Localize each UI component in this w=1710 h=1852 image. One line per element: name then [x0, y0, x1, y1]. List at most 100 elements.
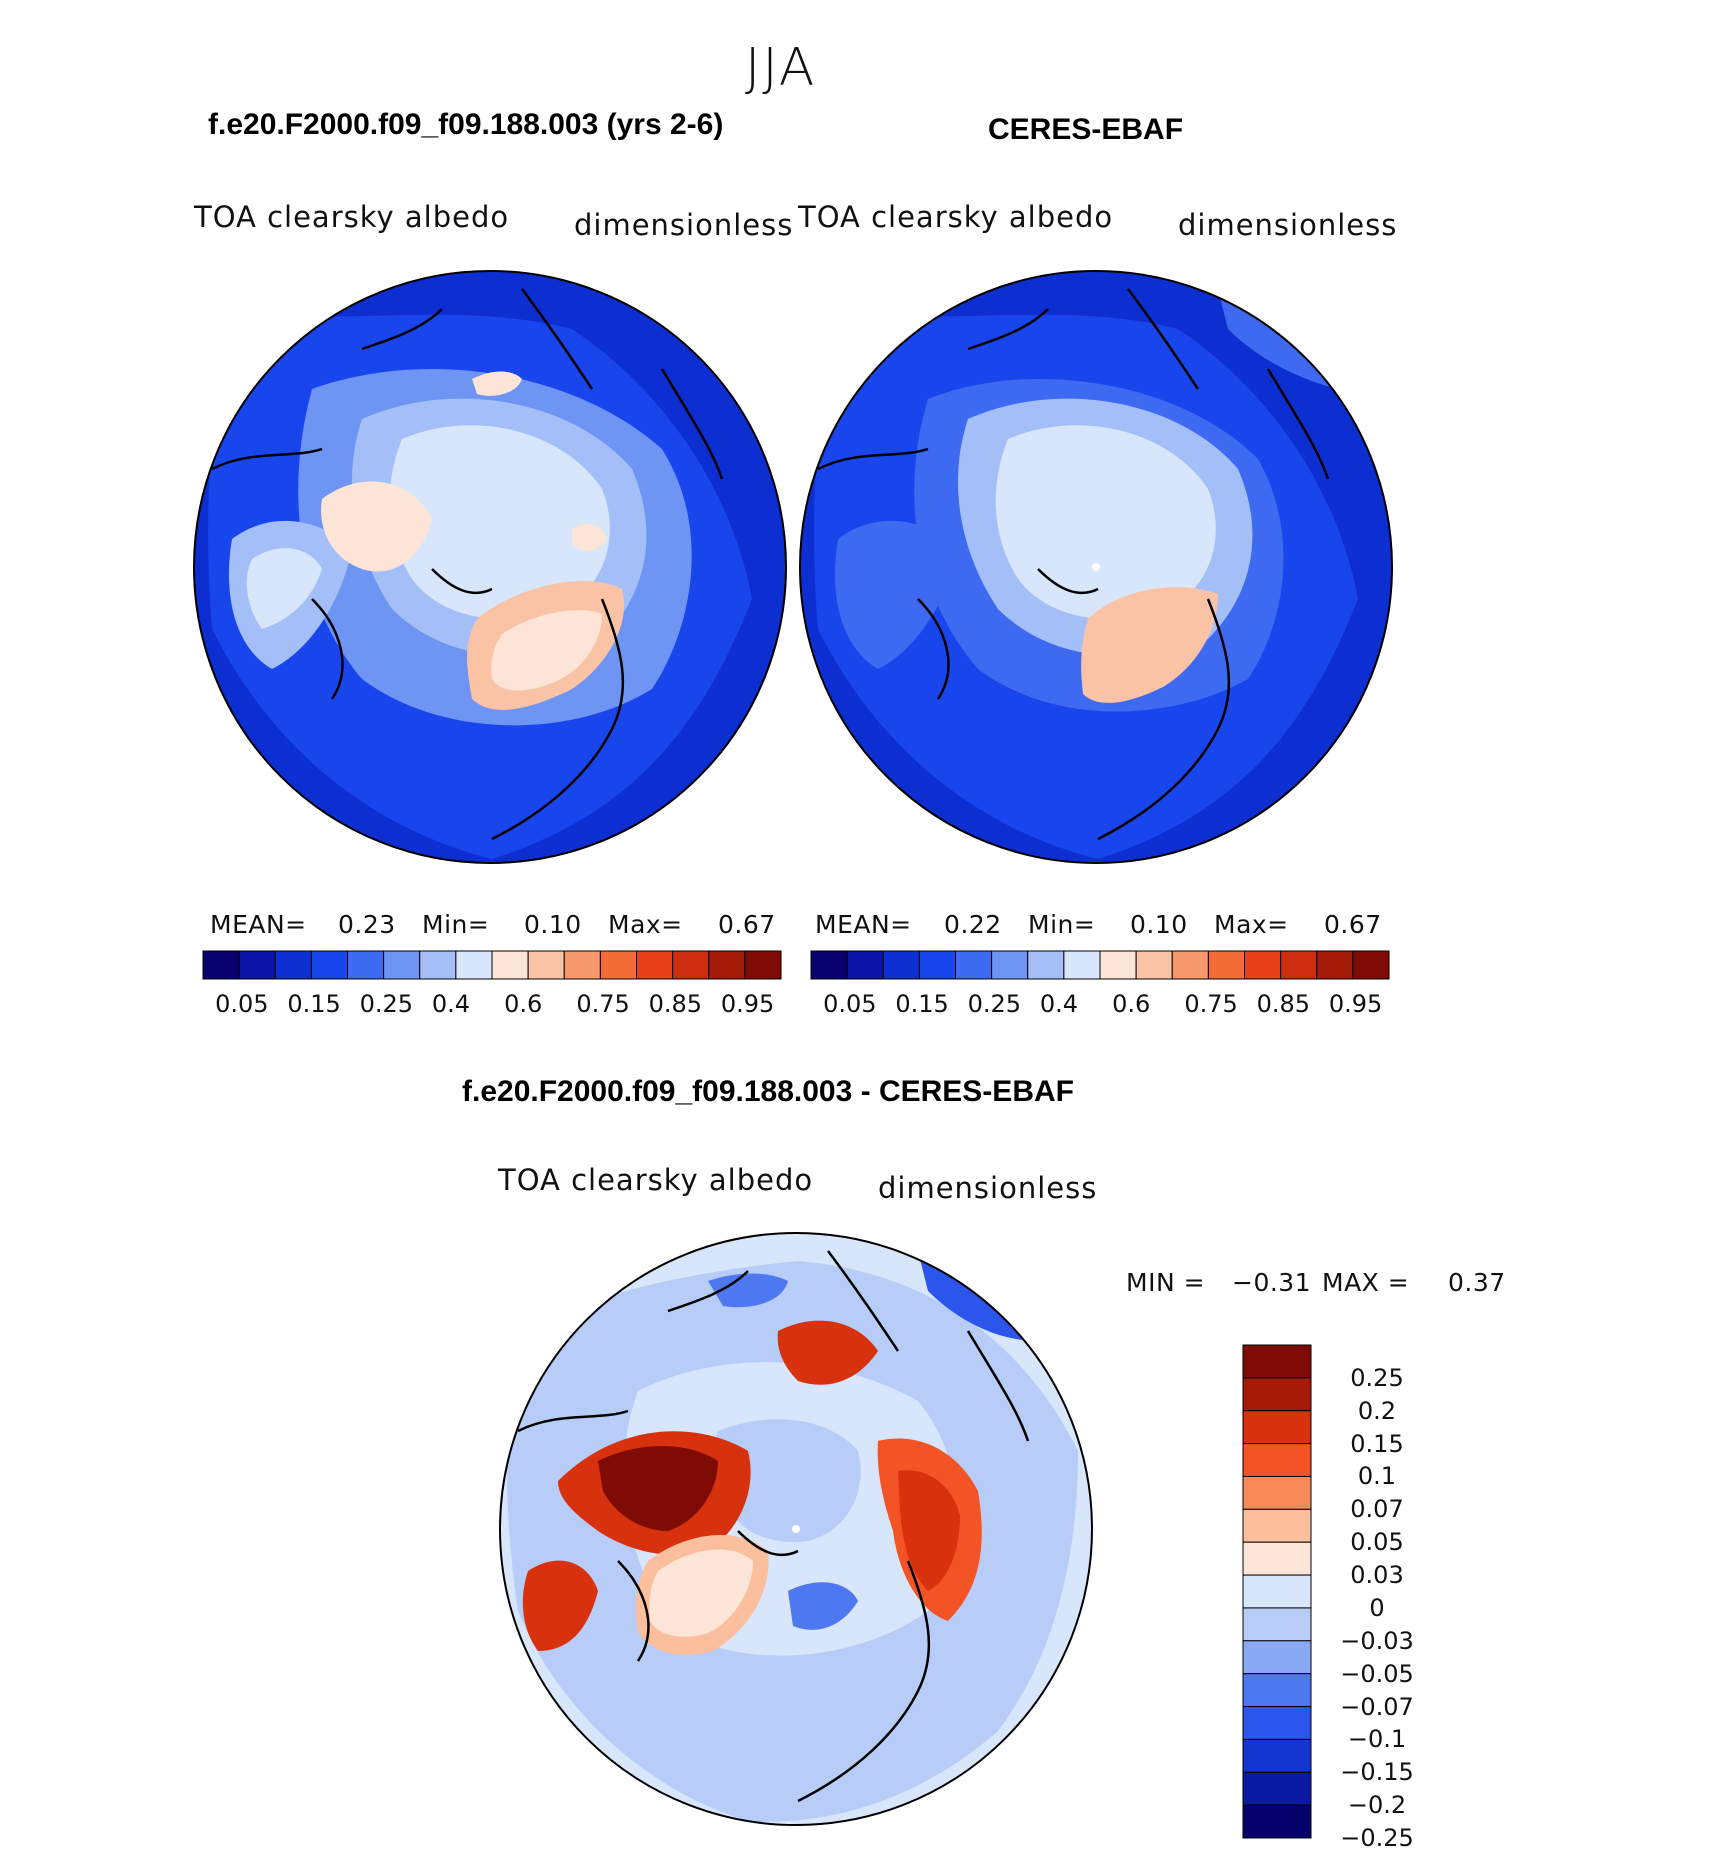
colorbar-model — [202, 950, 782, 980]
panel1-min-label: Min= — [422, 910, 490, 939]
colorbar-diff-swatch — [1242, 1443, 1312, 1477]
colorbar-obs-swatch — [955, 950, 993, 980]
colorbar-obs-tick-label: 0.4 — [1039, 990, 1079, 1018]
diff-min-value: −0.31 — [1232, 1268, 1312, 1297]
colorbar-diff-swatch — [1242, 1640, 1312, 1675]
panel2-max-label: Max= — [1214, 910, 1289, 939]
colorbar-diff-tick-label: 0.05 — [1350, 1528, 1404, 1557]
colorbar-diff-tick-label: −0.07 — [1340, 1692, 1414, 1721]
panel1-max-label: Max= — [608, 910, 683, 939]
colorbar-model-swatch — [744, 950, 782, 980]
colorbar-diff-swatch — [1242, 1410, 1312, 1445]
panel2-max-value: 0.67 — [1324, 910, 1382, 939]
panel2-variable: TOA clearsky albedo — [798, 200, 1114, 234]
colorbar-diff-tick-label: −0.05 — [1340, 1659, 1414, 1688]
colorbar-diff-swatch — [1242, 1804, 1312, 1839]
colorbar-obs-swatch — [1063, 950, 1101, 980]
colorbar-obs-swatch — [810, 950, 848, 980]
model-polar-map — [193, 270, 787, 864]
panel2-mean-value: 0.22 — [944, 910, 1002, 939]
diff-variable: TOA clearsky albedo — [498, 1163, 814, 1197]
colorbar-model-tick-label: 0.4 — [431, 990, 471, 1018]
colorbar-diff-tick-label: −0.2 — [1347, 1791, 1407, 1820]
colorbar-model-ticks: 0.05 0.15 0.25 0.4 0.6 0.75 0.85 0.95 — [202, 990, 782, 1020]
panel2-mean-label: MEAN= — [815, 910, 912, 939]
colorbar-diff-tick-label: −0.25 — [1340, 1824, 1414, 1852]
colorbar-model-swatch — [238, 950, 276, 980]
panel2-min-label: Min= — [1028, 910, 1096, 939]
colorbar-obs-ticks: 0.05 0.15 0.25 0.4 0.6 0.75 0.85 0.95 — [810, 990, 1390, 1020]
colorbar-diff-swatch — [1242, 1475, 1312, 1510]
colorbar-obs — [810, 950, 1390, 980]
colorbar-model-tick-label: 0.6 — [504, 990, 543, 1018]
colorbar-diff-tick-label: 0.1 — [1357, 1462, 1397, 1491]
colorbar-diff-swatch — [1242, 1377, 1312, 1412]
colorbar-obs-swatch — [1171, 950, 1209, 980]
colorbar-diff-tick-label: 0.25 — [1350, 1363, 1404, 1392]
colorbar-model-swatch — [599, 950, 637, 980]
panel1-mean-value: 0.23 — [338, 910, 396, 939]
colorbar-model-tick-label: 0.15 — [287, 990, 341, 1018]
colorbar-obs-tick-label: 0.6 — [1112, 990, 1151, 1018]
colorbar-model-swatch — [672, 950, 710, 980]
diff-max-label: MAX = — [1322, 1268, 1410, 1297]
colorbar-model-swatch — [455, 950, 493, 980]
diff-min-label: MIN = — [1126, 1268, 1206, 1297]
diff-units: dimensionless — [878, 1171, 1098, 1205]
colorbar-model-swatch — [636, 950, 674, 980]
colorbar-obs-tick-label: 0.15 — [895, 990, 949, 1018]
panel2-title: CERES-EBAF — [988, 113, 1184, 146]
colorbar-model-tick-label: 0.95 — [720, 990, 775, 1018]
season-title: JJA — [745, 38, 817, 98]
colorbar-obs-swatch — [1207, 950, 1245, 980]
colorbar-diff-swatch — [1242, 1508, 1312, 1543]
colorbar-model-tick-label: 0.85 — [648, 990, 703, 1018]
colorbar-diff-tick-label: 0.03 — [1350, 1561, 1404, 1590]
panel1-variable: TOA clearsky albedo — [194, 200, 510, 234]
diff-title: f.e20.F2000.f09_f09.188.003 - CERES-EBAF — [462, 1075, 1074, 1108]
colorbar-obs-swatch — [1280, 950, 1318, 980]
colorbar-diff — [1242, 1344, 1312, 1839]
colorbar-diff-tick-label: −0.03 — [1340, 1626, 1414, 1655]
panel1-units: dimensionless — [574, 208, 794, 242]
colorbar-model-swatch — [419, 950, 457, 980]
colorbar-obs-tick-label: 0.95 — [1328, 990, 1383, 1018]
colorbar-obs-swatch — [846, 950, 884, 980]
colorbar-model-swatch — [708, 950, 746, 980]
obs-polar-map — [799, 270, 1393, 864]
colorbar-diff-tick-label: 0 — [1369, 1593, 1385, 1622]
colorbar-obs-swatch — [1316, 950, 1354, 980]
difference-polar-map — [499, 1232, 1093, 1826]
colorbar-model-swatch — [347, 950, 385, 980]
colorbar-diff-swatch — [1242, 1738, 1312, 1773]
colorbar-obs-tick-label: 0.05 — [823, 990, 877, 1018]
panel1-title: f.e20.F2000.f09_f09.188.003 (yrs 2-6) — [208, 108, 724, 141]
panel2-units: dimensionless — [1178, 208, 1398, 242]
colorbar-model-swatch — [202, 950, 240, 980]
panel1-max-value: 0.67 — [718, 910, 776, 939]
colorbar-model-swatch — [310, 950, 348, 980]
panel1-mean-label: MEAN= — [210, 910, 307, 939]
colorbar-diff-swatch — [1242, 1706, 1312, 1740]
diff-max-value: 0.37 — [1448, 1268, 1506, 1297]
colorbar-diff-swatch — [1242, 1541, 1312, 1576]
colorbar-diff-swatch — [1242, 1344, 1312, 1379]
colorbar-model-swatch — [527, 950, 565, 980]
colorbar-obs-swatch — [918, 950, 956, 980]
colorbar-obs-swatch — [1099, 950, 1137, 980]
colorbar-obs-swatch — [1027, 950, 1065, 980]
colorbar-model-swatch — [491, 950, 529, 980]
colorbar-obs-tick-label: 0.25 — [967, 990, 1022, 1018]
colorbar-model-tick-label: 0.25 — [359, 990, 414, 1018]
colorbar-diff-swatch — [1242, 1673, 1312, 1708]
panel2-min-value: 0.10 — [1130, 910, 1188, 939]
colorbar-model-tick-label: 0.75 — [576, 990, 630, 1018]
colorbar-obs-swatch — [882, 950, 920, 980]
panel1-min-value: 0.10 — [524, 910, 582, 939]
colorbar-obs-swatch — [1352, 950, 1390, 980]
colorbar-obs-swatch — [991, 950, 1029, 980]
colorbar-model-swatch — [383, 950, 421, 980]
colorbar-diff-tick-label: −0.1 — [1347, 1725, 1407, 1754]
colorbar-diff-ticks: 0.25 0.2 0.15 0.1 0.07 0.05 0.03 0 −0.03 −0.05 −0.… — [1318, 1344, 1448, 1852]
colorbar-diff-swatch — [1242, 1771, 1312, 1806]
